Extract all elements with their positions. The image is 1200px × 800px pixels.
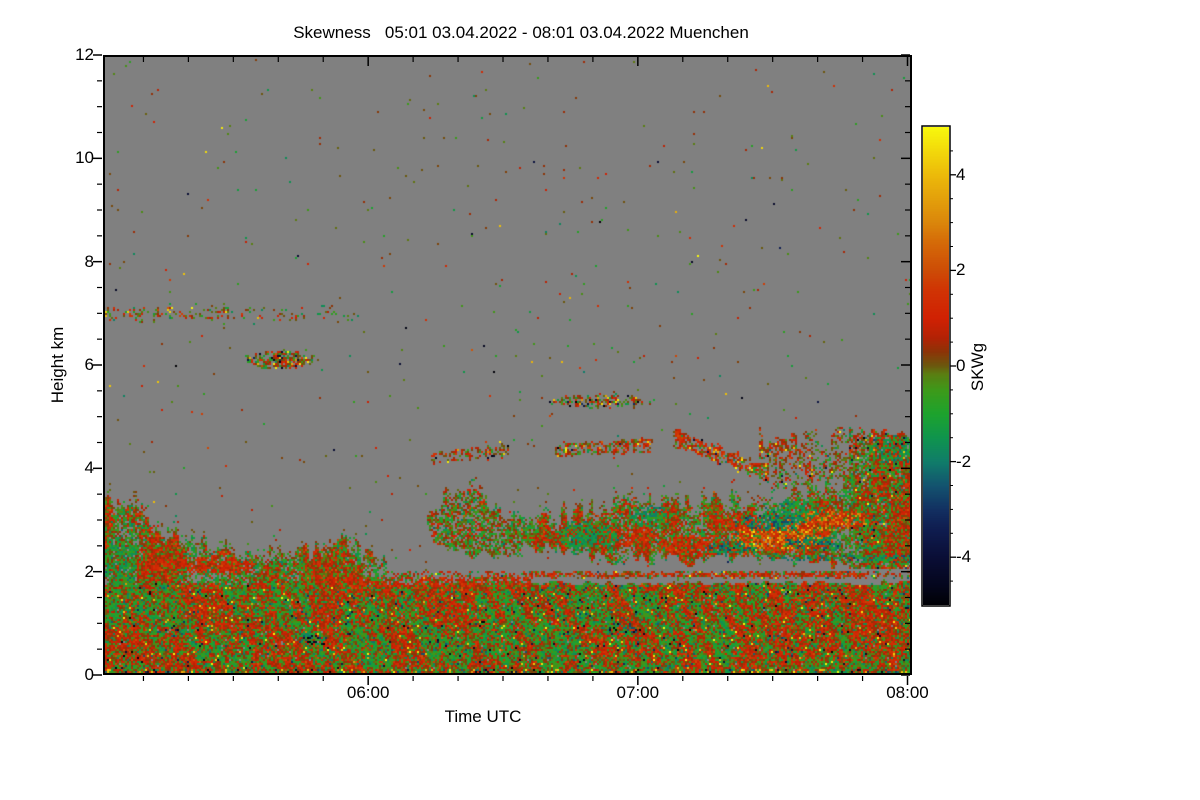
heatmap-canvas (103, 55, 912, 675)
colorbar-tick-label: 0 (956, 356, 966, 375)
x-tick-label: 08:00 (886, 683, 929, 702)
colorbar-tick-label: -2 (956, 451, 972, 471)
y-tick-label: 10 (75, 148, 94, 168)
plot-title: Skewness 05:01 03.04.2022 - 08:01 03.04.… (293, 23, 749, 42)
y-tick-label: 8 (84, 251, 94, 271)
y-tick-label: 4 (84, 458, 94, 478)
y-tick-label: 6 (84, 355, 94, 374)
x-tick-label: 06:00 (346, 683, 390, 702)
colorbar-gradient (923, 127, 949, 605)
colorbar-tick-label: -4 (956, 547, 972, 567)
x-axis-label: Time UTC (444, 707, 522, 726)
y-tick-label: 0 (84, 665, 94, 684)
colorbar-tick-label: 2 (956, 260, 966, 280)
y-tick-label: 2 (84, 561, 94, 581)
y-tick-label: 12 (75, 45, 94, 64)
x-tick-label: 07:00 (616, 683, 660, 702)
colorbar-tick-label: 4 (956, 164, 966, 184)
